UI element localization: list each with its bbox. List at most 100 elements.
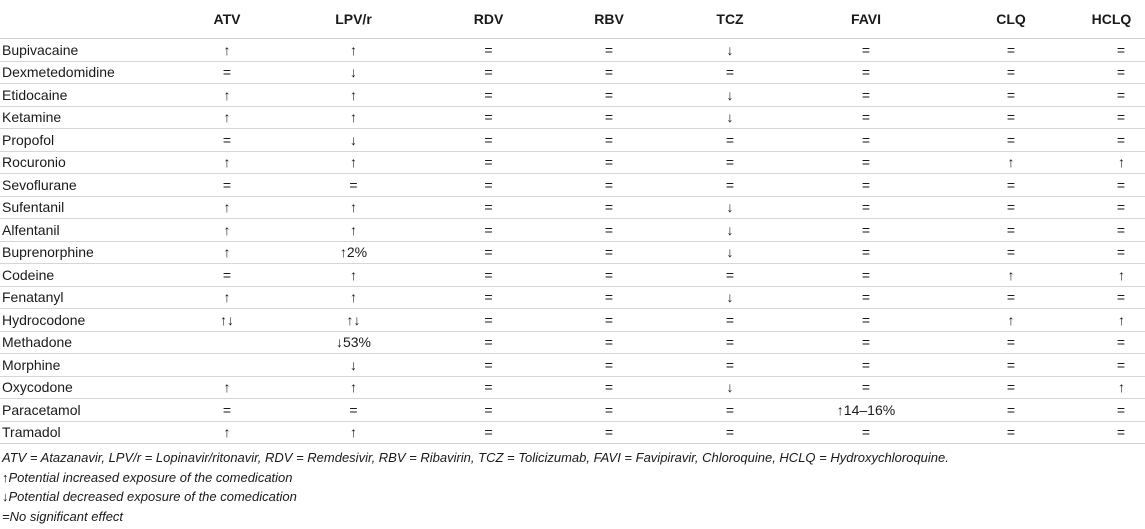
interaction-cell: = [178, 173, 276, 197]
table-footnotes: ATV = Atazanavir, LPV/r = Lopinavir/rito… [0, 448, 1145, 526]
interaction-cell: ↑ [178, 286, 276, 309]
drug-name: Rocuronio [0, 151, 178, 174]
drug-name: Buprenorphine [0, 241, 178, 264]
interaction-cell: = [431, 353, 546, 377]
interaction-cell: = [431, 263, 546, 287]
interaction-cell: = [788, 61, 944, 84]
drug-name: Hydrocodone [0, 308, 178, 332]
interaction-cell: = [546, 106, 672, 129]
interaction-cell: = [944, 83, 1078, 107]
interaction-cell: = [546, 241, 672, 264]
drug-interaction-table: ATV LPV/r RDV RBV TCZ FAVI CLQ HCLQ Bupivacaine… [0, 0, 1145, 444]
header-row: ATV LPV/r RDV RBV TCZ FAVI CLQ HCLQ [0, 0, 1145, 39]
interaction-cell: = [788, 263, 944, 287]
interaction-cell: = [944, 376, 1078, 399]
interaction-cell: = [788, 128, 944, 152]
interaction-cell: ↑ [1078, 308, 1145, 332]
table-body: Bupivacaine ↑ ↑ = = ↓ = = = Dexmetedomidine = ↓ = = = =… [0, 38, 1145, 444]
interaction-cell: = [1078, 353, 1145, 377]
interaction-cell: = [944, 286, 1078, 309]
interaction-cell: ↓ [672, 38, 788, 62]
interaction-cell: ↑ [1078, 376, 1145, 399]
drug-name: Alfentanil [0, 218, 178, 242]
table-row: Alfentanil ↑ ↑ = = ↓ = = = [0, 218, 1145, 242]
interaction-cell: ↑ [276, 151, 431, 174]
interaction-cell: = [944, 353, 1078, 377]
drug-name: Tramadol [0, 421, 178, 444]
interaction-cell: ↑ [276, 421, 431, 444]
interaction-cell: = [431, 286, 546, 309]
table-row: Sevoflurane = = = = = = = = [0, 173, 1145, 197]
header-lpv-r: LPV/r [276, 0, 431, 39]
drug-name: Methadone [0, 331, 178, 354]
drug-name: Propofol [0, 128, 178, 152]
drug-name: Ketamine [0, 106, 178, 129]
interaction-cell: = [431, 83, 546, 107]
interaction-cell: ↑↓ [178, 308, 276, 332]
table-row: Rocuronio ↑ ↑ = = = = ↑ ↑ [0, 151, 1145, 174]
header-atv: ATV [178, 0, 276, 39]
drug-name: Paracetamol [0, 398, 178, 422]
interaction-cell: = [431, 173, 546, 197]
interaction-cell: = [944, 218, 1078, 242]
interaction-cell: = [546, 83, 672, 107]
interaction-cell: = [788, 421, 944, 444]
interaction-cell: = [1078, 61, 1145, 84]
interaction-cell: ↑ [178, 83, 276, 107]
table-row: Ketamine ↑ ↑ = = ↓ = = = [0, 106, 1145, 129]
header-tcz: TCZ [672, 0, 788, 39]
interaction-cell: = [1078, 106, 1145, 129]
table-row: Paracetamol = = = = = ↑14–16% = = [0, 398, 1145, 422]
interaction-cell: = [431, 106, 546, 129]
drug-name: Dexmetedomidine [0, 61, 178, 84]
interaction-cell: ↑ [276, 83, 431, 107]
interaction-cell: = [431, 398, 546, 422]
interaction-cell: = [944, 173, 1078, 197]
interaction-cell: = [672, 263, 788, 287]
interaction-cell: = [1078, 331, 1145, 354]
interaction-cell: = [546, 263, 672, 287]
interaction-cell: = [431, 421, 546, 444]
interaction-cell: = [672, 151, 788, 174]
interaction-cell: = [944, 196, 1078, 219]
interaction-cell: = [546, 128, 672, 152]
drug-name: Sevoflurane [0, 173, 178, 197]
interaction-cell: = [788, 308, 944, 332]
interaction-cell: ↑ [178, 241, 276, 264]
interaction-cell: = [788, 241, 944, 264]
interaction-cell: = [546, 421, 672, 444]
interaction-cell: = [178, 263, 276, 287]
table-row: Sufentanil ↑ ↑ = = ↓ = = = [0, 196, 1145, 219]
interaction-cell: = [944, 38, 1078, 62]
interaction-cell: ↑↓ [276, 308, 431, 332]
interaction-cell: = [944, 398, 1078, 422]
interaction-cell: = [1078, 421, 1145, 444]
interaction-cell: = [672, 61, 788, 84]
interaction-cell: = [431, 331, 546, 354]
interaction-cell: = [431, 151, 546, 174]
interaction-cell: ↑ [178, 38, 276, 62]
table-row: Dexmetedomidine = ↓ = = = = = = [0, 61, 1145, 84]
interaction-cell: ↓ [672, 83, 788, 107]
interaction-cell: = [546, 173, 672, 197]
interaction-cell: = [1078, 128, 1145, 152]
interaction-cell: = [431, 38, 546, 62]
interaction-cell: = [672, 308, 788, 332]
interaction-cell: = [788, 151, 944, 174]
interaction-cell: = [546, 196, 672, 219]
interaction-cell: ↑ [1078, 151, 1145, 174]
drug-name: Codeine [0, 263, 178, 287]
interaction-cell: ↑2% [276, 241, 431, 264]
interaction-cell: = [1078, 241, 1145, 264]
drug-name: Etidocaine [0, 83, 178, 107]
drug-name: Morphine [0, 353, 178, 377]
interaction-cell: ↑ [276, 38, 431, 62]
interaction-cell: = [431, 196, 546, 219]
table-row: Methadone ↓53% = = = = = = [0, 331, 1145, 354]
table-row: Etidocaine ↑ ↑ = = ↓ = = = [0, 83, 1145, 107]
interaction-cell: = [431, 61, 546, 84]
interaction-cell: ↑ [178, 151, 276, 174]
interaction-cell: = [1078, 196, 1145, 219]
interaction-cell: ↑ [178, 421, 276, 444]
